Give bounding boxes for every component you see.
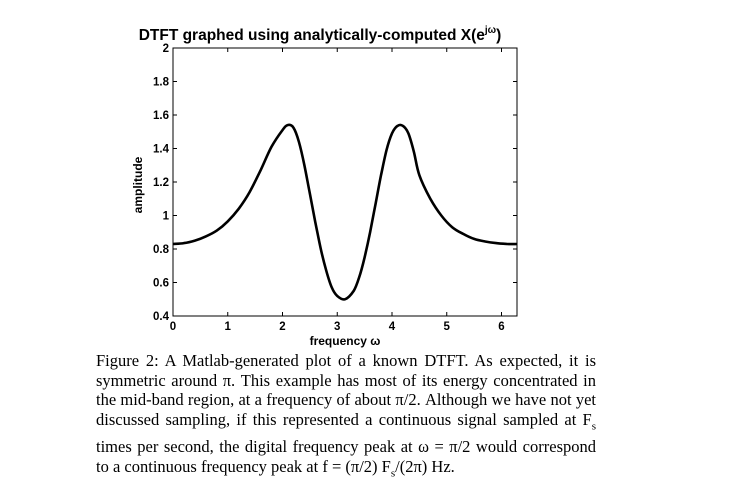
chart-title-close: ) [496, 27, 501, 44]
y-tick-label: 0.8 [153, 244, 170, 256]
y-tick-label: 1.8 [153, 77, 170, 89]
x-tick-label: 0 [170, 321, 176, 333]
x-tick-label: 1 [225, 321, 232, 333]
x-tick-label: 5 [444, 321, 451, 333]
y-tick-label: 1 [163, 211, 170, 223]
x-tick-label: 3 [334, 321, 340, 333]
x-tick-label: 2 [279, 321, 285, 333]
plot-frame [172, 47, 518, 317]
dtft-chart: DTFT graphed using analytically-computed… [131, 25, 518, 348]
y-axis-label: amplitude [131, 156, 145, 213]
y-tick-label: 1.6 [153, 110, 169, 122]
y-tick-label: 1.2 [153, 177, 169, 189]
chart-title: DTFT graphed using analytically-computed… [139, 25, 502, 44]
x-tick-label: 4 [389, 321, 396, 333]
figure-caption: Figure 2: A Matlab-generated plot of a k… [96, 351, 596, 480]
chart-title-superscript: jω [484, 25, 497, 36]
y-tick-label: 0.4 [153, 311, 170, 323]
x-axis-label: frequency ω [310, 334, 381, 348]
y-tick-label: 0.6 [153, 278, 169, 290]
plot-axes: 0 1 2 3 4 5 6 0.4 0.6 0.8 1 1.2 1.4 1.6 1.8 2 [153, 43, 518, 333]
dtft-magnitude-line [172, 123, 518, 301]
y-tick-label: 1.4 [153, 144, 170, 156]
x-tick-label: 6 [498, 321, 504, 333]
y-tick-label: 2 [163, 43, 169, 55]
chart-title-main: DTFT graphed using analytically-computed… [139, 27, 486, 44]
